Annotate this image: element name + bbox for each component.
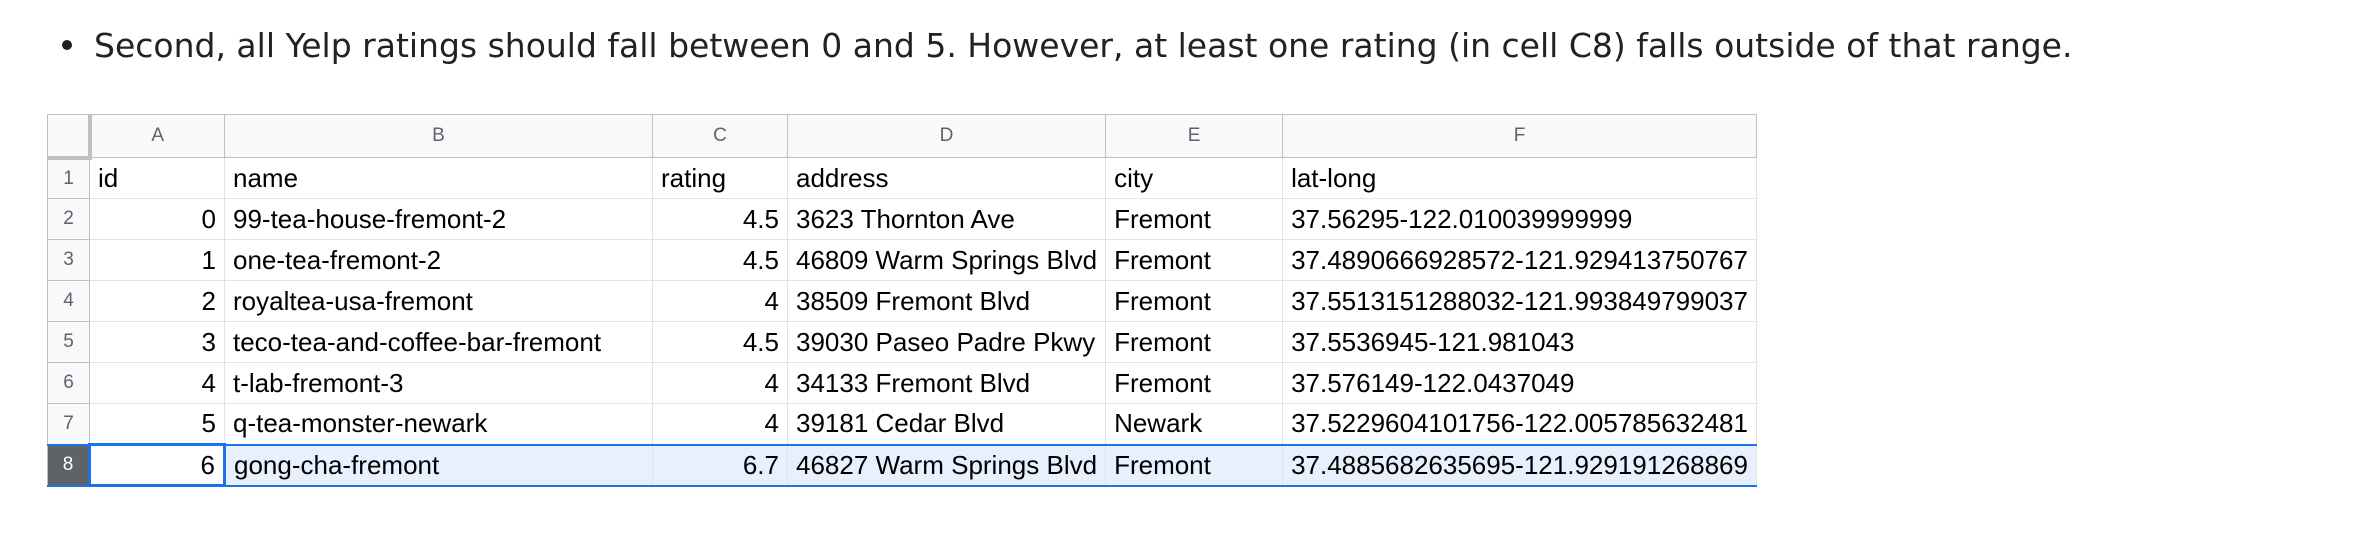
row-header-6[interactable]: 6	[47, 362, 90, 404]
cell-e8[interactable]: Fremont	[1105, 443, 1284, 487]
spreadsheet-grid: A B C D E F 1 id name rating address cit…	[47, 114, 1757, 487]
row-header-7[interactable]: 7	[47, 403, 90, 445]
cell-c5[interactable]: 4.5	[652, 321, 788, 363]
table-row: 2 0 99-tea-house-fremont-2 4.5 3623 Thor…	[47, 198, 1757, 240]
cell-b2[interactable]: 99-tea-house-fremont-2	[224, 198, 653, 240]
cell-d4[interactable]: 38509 Fremont Blvd	[786, 280, 1107, 322]
column-header-b[interactable]: B	[224, 114, 653, 158]
row-header-1[interactable]: 1	[47, 157, 90, 199]
cell-a8-active[interactable]: 6	[88, 443, 226, 487]
cell-f3[interactable]: 37.4890666928572-121.929413750767	[1282, 239, 1757, 281]
cell-a7[interactable]: 5	[89, 403, 225, 445]
cell-e1[interactable]: city	[1105, 157, 1284, 199]
cell-e4[interactable]: Fremont	[1105, 280, 1284, 322]
cell-f6[interactable]: 37.576149-122.0437049	[1282, 362, 1757, 404]
cell-d1[interactable]: address	[786, 157, 1107, 199]
cell-c7[interactable]: 4	[652, 403, 788, 445]
cell-b5[interactable]: teco-tea-and-coffee-bar-fremont	[224, 321, 653, 363]
cell-a4[interactable]: 2	[89, 280, 225, 322]
cell-c4[interactable]: 4	[652, 280, 788, 322]
column-header-e[interactable]: E	[1105, 114, 1284, 158]
table-row: 5 3 teco-tea-and-coffee-bar-fremont 4.5 …	[47, 321, 1757, 363]
row-header-8[interactable]: 8	[47, 443, 90, 487]
cell-e3[interactable]: Fremont	[1105, 239, 1284, 281]
column-header-f[interactable]: F	[1282, 114, 1757, 158]
row-header-3[interactable]: 3	[47, 239, 90, 281]
cell-d7[interactable]: 39181 Cedar Blvd	[786, 403, 1107, 445]
bullet-text: Second, all Yelp ratings should fall bet…	[94, 25, 2073, 65]
bullet-paragraph: Second, all Yelp ratings should fall bet…	[62, 20, 2072, 70]
cell-a6[interactable]: 4	[89, 362, 225, 404]
cell-a1[interactable]: id	[89, 157, 225, 199]
cell-f7[interactable]: 37.5229604101756-122.005785632481	[1282, 403, 1757, 445]
cell-b8[interactable]: gong-cha-fremont	[224, 443, 653, 487]
column-header-row: A B C D E F	[47, 114, 1757, 160]
column-header-a[interactable]: A	[89, 114, 225, 158]
cell-b4[interactable]: royaltea-usa-fremont	[224, 280, 653, 322]
cell-e7[interactable]: Newark	[1105, 403, 1284, 445]
cell-a5[interactable]: 3	[89, 321, 225, 363]
cell-c1[interactable]: rating	[652, 157, 788, 199]
cell-e5[interactable]: Fremont	[1105, 321, 1284, 363]
table-row: 3 1 one-tea-fremont-2 4.5 46809 Warm Spr…	[47, 239, 1757, 281]
column-header-d[interactable]: D	[786, 114, 1107, 158]
bullet-dot-icon	[62, 40, 72, 50]
cell-c2[interactable]: 4.5	[652, 198, 788, 240]
cell-c6[interactable]: 4	[652, 362, 788, 404]
cell-f4[interactable]: 37.5513151288032-121.993849799037	[1282, 280, 1757, 322]
column-header-c[interactable]: C	[652, 114, 788, 158]
table-row: 4 2 royaltea-usa-fremont 4 38509 Fremont…	[47, 280, 1757, 322]
cell-d3[interactable]: 46809 Warm Springs Blvd	[786, 239, 1107, 281]
cell-e2[interactable]: Fremont	[1105, 198, 1284, 240]
table-row: 6 4 t-lab-fremont-3 4 34133 Fremont Blvd…	[47, 362, 1757, 404]
cell-b1[interactable]: name	[224, 157, 653, 199]
selected-table-row: 8 6 gong-cha-fremont 6.7 46827 Warm Spri…	[47, 443, 1757, 487]
cell-c8[interactable]: 6.7	[652, 443, 788, 487]
select-all-corner[interactable]	[47, 114, 92, 160]
cell-a2[interactable]: 0	[89, 198, 225, 240]
cell-d5[interactable]: 39030 Paseo Padre Pkwy	[786, 321, 1107, 363]
table-row: 1 id name rating address city lat-long	[47, 157, 1757, 199]
cell-b7[interactable]: q-tea-monster-newark	[224, 403, 653, 445]
row-header-2[interactable]: 2	[47, 198, 90, 240]
cell-f2[interactable]: 37.56295-122.010039999999	[1282, 198, 1757, 240]
cell-c3[interactable]: 4.5	[652, 239, 788, 281]
cell-d2[interactable]: 3623 Thornton Ave	[786, 198, 1107, 240]
cell-b3[interactable]: one-tea-fremont-2	[224, 239, 653, 281]
cell-f8[interactable]: 37.4885682635695-121.929191268869	[1282, 443, 1757, 487]
cell-b6[interactable]: t-lab-fremont-3	[224, 362, 653, 404]
cell-d6[interactable]: 34133 Fremont Blvd	[786, 362, 1107, 404]
cell-f5[interactable]: 37.5536945-121.981043	[1282, 321, 1757, 363]
cell-e6[interactable]: Fremont	[1105, 362, 1284, 404]
row-header-4[interactable]: 4	[47, 280, 90, 322]
cell-f1[interactable]: lat-long	[1282, 157, 1757, 199]
row-header-5[interactable]: 5	[47, 321, 90, 363]
cell-a3[interactable]: 1	[89, 239, 225, 281]
table-row: 7 5 q-tea-monster-newark 4 39181 Cedar B…	[47, 403, 1757, 445]
cell-d8[interactable]: 46827 Warm Springs Blvd	[786, 443, 1107, 487]
